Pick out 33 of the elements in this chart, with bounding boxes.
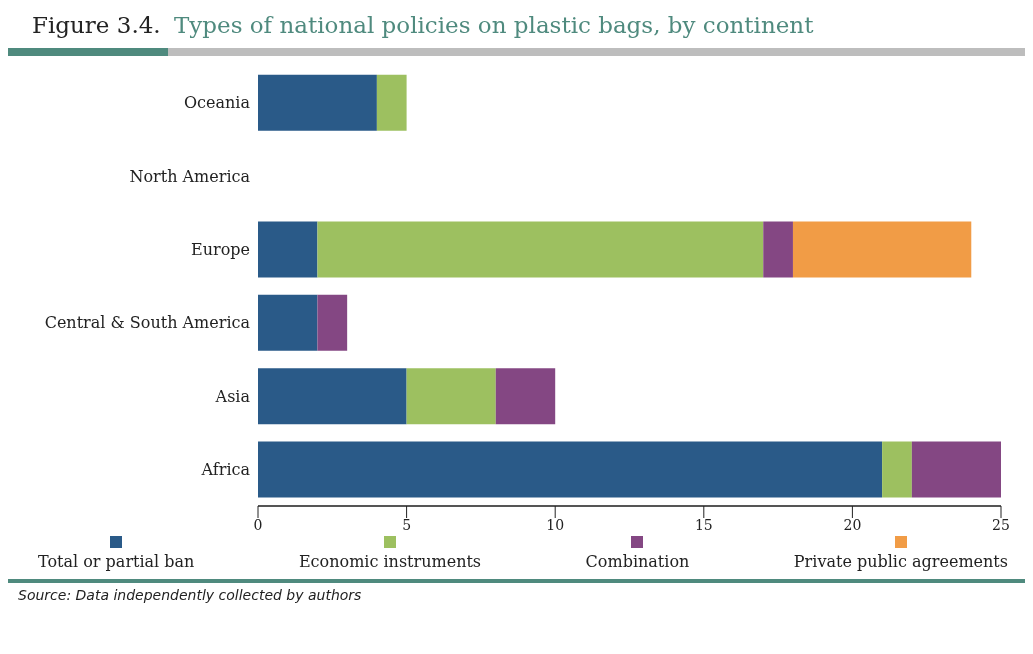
bar	[792, 221, 972, 278]
bar	[882, 441, 912, 498]
bar	[911, 441, 1001, 498]
chart-subtitle: Types of national policies on plastic bags, by continent	[173, 12, 814, 38]
source-note: Source: Data independently collected by authors	[17, 587, 363, 603]
x-tick-label: 15	[694, 516, 713, 533]
x-tick-label: 10	[546, 516, 565, 533]
y-tick-label: Oceania	[183, 93, 251, 113]
y-tick-label: Europe	[191, 240, 250, 260]
bar	[258, 74, 377, 131]
legend-label: Private public agreements	[793, 552, 1008, 571]
x-tick-label: 20	[843, 516, 862, 533]
bar	[258, 294, 318, 351]
y-tick-label: Africa	[200, 460, 251, 480]
chart-title: Figure 3.4.	[32, 12, 161, 38]
bar	[258, 368, 407, 425]
bar	[258, 221, 318, 278]
legend-label: Economic instruments	[298, 552, 482, 571]
legend-label: Total or partial ban	[38, 552, 195, 571]
x-tick-label: 0	[253, 516, 263, 533]
y-tick-label: North America	[129, 166, 251, 186]
bar	[406, 368, 496, 425]
y-tick-label: Central & South America	[44, 313, 251, 333]
bar	[317, 221, 764, 278]
bar	[376, 74, 407, 131]
bar	[258, 441, 883, 498]
x-tick-label: 25	[992, 516, 1010, 533]
x-tick-label: 5	[402, 516, 412, 533]
bar	[317, 294, 348, 351]
legend-label: Combination	[585, 552, 690, 571]
bar	[495, 368, 556, 425]
y-tick-label: Asia	[214, 386, 251, 406]
bar	[763, 221, 793, 278]
